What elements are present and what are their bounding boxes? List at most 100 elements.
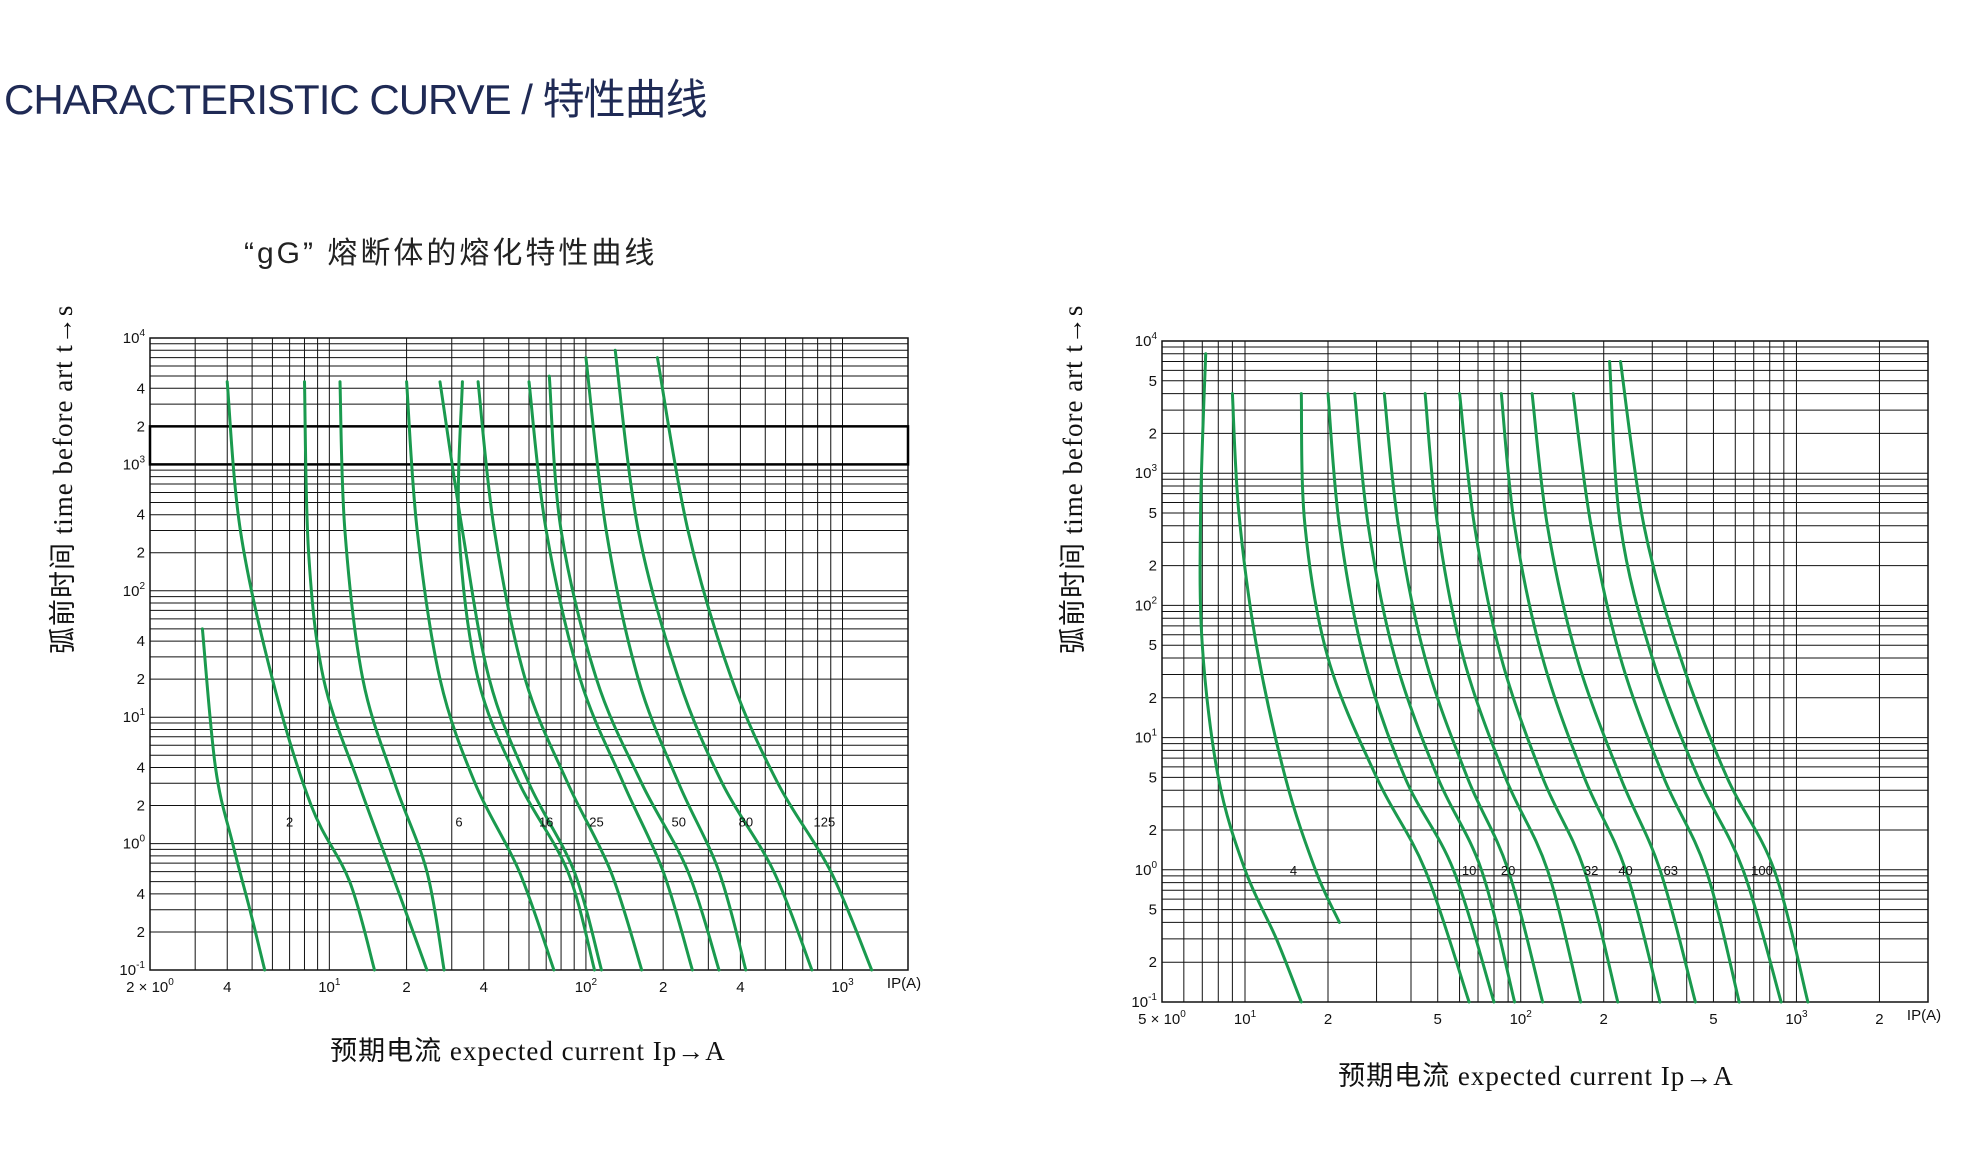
y-tick-label: 5 [1149, 637, 1157, 654]
y-tick-label: 2 [1149, 954, 1157, 971]
y-tick-label: 4 [137, 759, 145, 776]
rating-label: 125 [814, 814, 836, 829]
fuse-curve-1-3 [1326, 392, 1496, 1004]
x-tick-label: 4 [480, 979, 488, 996]
y-tick-label: 4 [137, 380, 145, 397]
rating-label: 6 [455, 814, 462, 829]
fuse-curve-1-12 [1608, 360, 1783, 1004]
x-tick-label: 5 [1709, 1011, 1717, 1028]
y-tick-label: 4 [137, 633, 145, 650]
rating-label: 4 [1290, 863, 1297, 878]
page-title: CHARACTERISTIC CURVE / 特性曲线 [4, 76, 708, 123]
x-tick-label: 103 [1785, 1009, 1808, 1028]
y-tick-label: 5 [1149, 505, 1157, 522]
x-tick-label: 2 [1875, 1011, 1883, 1028]
fuse-curve-0-11 [613, 348, 814, 972]
y-tick-label: 103 [1135, 463, 1158, 482]
highlight-band [148, 425, 910, 466]
x-tick-label: 2 × 100 [126, 977, 174, 996]
y-tick-label: 102 [1135, 595, 1158, 614]
rating-label: 100 [1751, 863, 1773, 878]
rating-label: 10 [1462, 863, 1476, 878]
y-tick-label: 2 [1149, 690, 1157, 707]
rating-label: 2 [286, 814, 293, 829]
y-tick-label: 101 [123, 707, 146, 726]
fuse-curve-1-9 [1530, 392, 1697, 1004]
fuse-curve-0-1 [225, 380, 376, 972]
x-axis-title: 预期电流 expected current Ip→A [330, 1036, 726, 1066]
y-tick-label: 5 [1149, 769, 1157, 786]
y-tick-label: 5 [1149, 902, 1157, 919]
y-tick-label: 10-1 [119, 960, 145, 979]
rating-label: 20 [1501, 863, 1515, 878]
x-tick-label: 5 [1434, 1011, 1442, 1028]
rating-label: 63 [1664, 863, 1678, 878]
y-tick-label: 100 [123, 834, 146, 853]
y-axis-title: 弧前时间 time before art t→s [1058, 305, 1088, 654]
fuse-curve-0-12 [655, 356, 874, 972]
y-tick-label: 2 [137, 924, 145, 941]
fuse-curve-1-10 [1571, 392, 1741, 1004]
x-tick-label: 102 [1510, 1009, 1533, 1028]
rating-label: 40 [1618, 863, 1632, 878]
x-tick-label: 2 [402, 979, 410, 996]
fuse-curve-0-4 [405, 380, 556, 972]
y-tick-label: 2 [1149, 425, 1157, 442]
chart-left: 10-1 2 4 100 2 4 101 2 4 102 2 4 103 2 4 104 2 × 100 4 101… [48, 305, 921, 1066]
x-unit-label: IP(A) [1907, 1007, 1941, 1024]
x-axis-title: 预期电流 expected current Ip→A [1338, 1061, 1734, 1091]
fuse-curve-0-3 [338, 380, 446, 972]
fuse-curve-0-6 [456, 380, 596, 972]
x-tick-label: 4 [736, 979, 744, 996]
fuse-curve-0-8 [527, 380, 694, 972]
rating-label: 50 [671, 814, 685, 829]
y-tick-label: 4 [137, 507, 145, 524]
fuse-curve-1-7 [1458, 392, 1620, 1004]
fuse-curve-0-0 [200, 627, 267, 972]
rating-label: 80 [739, 814, 753, 829]
y-tick-label: 2 [1149, 558, 1157, 575]
fuse-curve-1-6 [1423, 392, 1583, 1004]
x-tick-label: 103 [831, 977, 854, 996]
x-tick-label: 2 [1324, 1011, 1332, 1028]
y-tick-label: 103 [123, 454, 146, 473]
chart-subtitle: “gG” 熔断体的熔化特性曲线 [244, 237, 658, 270]
plot-frame [149, 337, 909, 971]
fuse-curve-0-7 [476, 380, 644, 972]
x-tick-label: 101 [318, 977, 341, 996]
y-tick-label: 2 [137, 418, 145, 435]
x-tick-label: 4 [223, 979, 231, 996]
rating-label: 25 [589, 814, 603, 829]
x-tick-label: 101 [1234, 1009, 1257, 1028]
fuse-curve-1-4 [1353, 392, 1517, 1004]
fuse-curve-1-8 [1499, 392, 1662, 1004]
fuse-curve-1-2 [1299, 392, 1471, 1004]
y-tick-label: 104 [1135, 331, 1158, 350]
y-tick-label: 4 [137, 886, 145, 903]
fuse-curve-1-1 [1230, 392, 1341, 924]
x-tick-label: 102 [575, 977, 598, 996]
y-tick-label: 5 [1149, 373, 1157, 390]
y-tick-label: 101 [1135, 728, 1158, 747]
y-axis-title: 弧前时间 time before art t→s [48, 305, 78, 654]
fuse-curve-1-11 [1619, 360, 1810, 1004]
fuse-curve-0-2 [303, 380, 429, 972]
y-tick-label: 104 [123, 328, 146, 347]
x-tick-label: 2 [1600, 1011, 1608, 1028]
y-tick-label: 10-1 [1131, 992, 1157, 1011]
x-unit-label: IP(A) [887, 975, 921, 992]
x-tick-label: 2 [659, 979, 667, 996]
fuse-curve-0-10 [584, 356, 748, 972]
y-tick-label: 2 [137, 671, 145, 688]
fuse-curve-1-0 [1198, 352, 1303, 1004]
grid [149, 337, 908, 971]
fuse-curve-0-9 [547, 374, 721, 972]
rating-label: 16 [539, 814, 553, 829]
rating-label: 32 [1584, 863, 1598, 878]
plot-frame [1161, 340, 1929, 1003]
y-tick-label: 2 [137, 798, 145, 815]
x-tick-label: 5 × 100 [1138, 1009, 1186, 1028]
y-tick-label: 2 [1149, 822, 1157, 839]
